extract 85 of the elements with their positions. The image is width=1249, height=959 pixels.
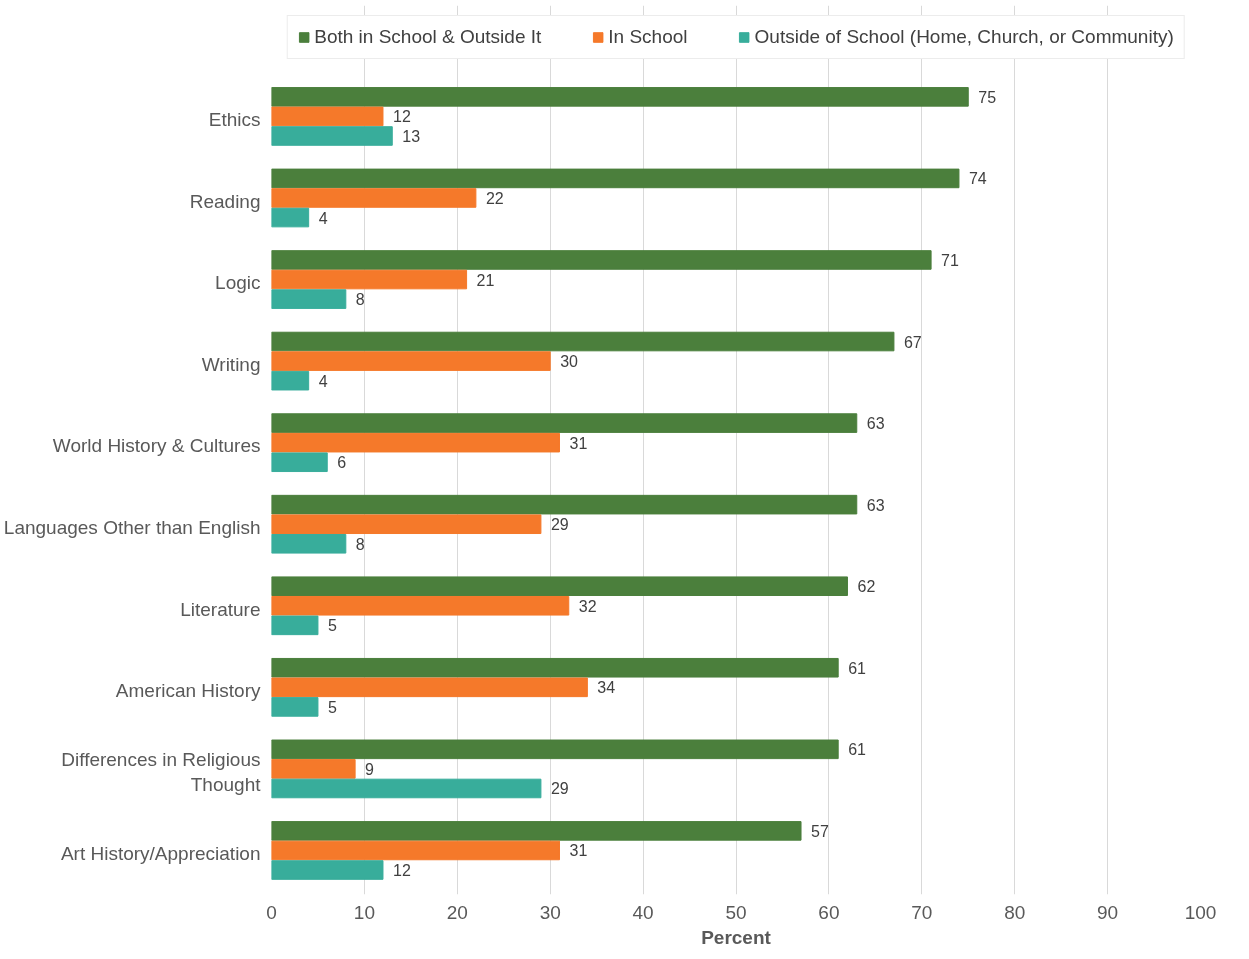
data-label: 6 [337, 454, 347, 472]
x-tick-label: 60 [818, 901, 840, 923]
x-tick-label: 20 [446, 901, 468, 923]
data-label: 74 [968, 170, 987, 188]
bar [271, 494, 858, 515]
bar [271, 452, 328, 473]
x-axis-title: Percent [701, 926, 772, 948]
bar [271, 126, 393, 146]
bar [271, 595, 570, 616]
data-label: 63 [866, 496, 885, 514]
data-label: 57 [811, 822, 829, 840]
data-label: 71 [941, 251, 959, 269]
y-tick-label: World History & Cultures [52, 435, 261, 457]
x-tick-label: 50 [725, 901, 747, 923]
x-tick-label: 100 [1184, 901, 1217, 923]
data-label: 22 [485, 189, 504, 207]
data-label: 29 [550, 780, 569, 798]
y-tick-label: Art History/Appreciation [60, 843, 261, 865]
data-label: 31 [569, 434, 588, 452]
data-label: 62 [857, 578, 876, 596]
bar [271, 207, 310, 228]
legend-label: In School [608, 26, 688, 48]
data-label: 4 [318, 209, 328, 227]
x-tick-label: 30 [539, 901, 561, 923]
bar [271, 87, 969, 107]
bar [271, 739, 839, 760]
data-label: 12 [392, 108, 411, 126]
y-tick-label: Writing [201, 353, 261, 375]
data-label: 30 [560, 353, 579, 371]
data-label: 29 [550, 516, 569, 534]
y-tick-label: Reading [189, 190, 261, 212]
bar [271, 106, 384, 127]
data-label: 61 [848, 659, 867, 677]
data-label: 34 [597, 679, 616, 697]
bar [271, 331, 895, 352]
bar [271, 370, 310, 391]
data-label: 63 [866, 415, 885, 433]
data-label: 67 [903, 333, 922, 351]
data-label: 5 [327, 617, 337, 635]
bar [271, 534, 347, 554]
bar [271, 615, 319, 636]
data-label: 21 [476, 271, 495, 289]
bar [271, 168, 960, 189]
x-tick-label: 80 [1004, 901, 1026, 923]
data-label: 9 [365, 760, 375, 778]
y-tick-label: Literature [180, 598, 261, 620]
data-label: 31 [569, 842, 588, 860]
legend-label: Outside of School (Home, Church, or Community) [754, 26, 1174, 48]
y-tick-label: Ethics [208, 109, 261, 131]
bar [271, 657, 839, 678]
x-tick-label: 0 [266, 901, 277, 923]
y-tick-label: Languages Other than English [3, 516, 261, 538]
data-label: 5 [327, 698, 337, 716]
data-label: 13 [402, 128, 421, 145]
bar [271, 778, 542, 799]
bar [271, 188, 477, 208]
bar [271, 840, 560, 861]
legend-label: Both in School & Outside It [314, 26, 542, 48]
data-label: 8 [355, 535, 365, 553]
data-label: 75 [978, 88, 997, 106]
bar [271, 697, 319, 717]
y-tick-label: Logic [215, 272, 261, 294]
y-tick-label: Differences in Religious Thought [61, 749, 262, 796]
x-tick-label: 40 [632, 901, 654, 923]
bar [271, 250, 932, 270]
x-tick-label: 90 [1097, 901, 1119, 923]
bar [271, 289, 347, 309]
x-tick-label: 70 [911, 901, 933, 923]
y-tick-label: American History [115, 680, 261, 702]
bar [271, 351, 551, 371]
bar [271, 576, 848, 596]
bar [271, 514, 542, 535]
bar [271, 413, 858, 433]
bar [271, 677, 588, 698]
bar [271, 269, 468, 290]
data-label: 8 [355, 291, 365, 309]
bar [271, 821, 802, 841]
data-label: 61 [848, 741, 867, 759]
x-tick-label: 10 [353, 901, 375, 923]
data-label: 12 [392, 862, 411, 880]
data-label: 4 [318, 372, 328, 390]
bar [271, 759, 356, 779]
bar [271, 860, 384, 880]
bar [271, 432, 560, 453]
data-label: 32 [578, 597, 597, 615]
